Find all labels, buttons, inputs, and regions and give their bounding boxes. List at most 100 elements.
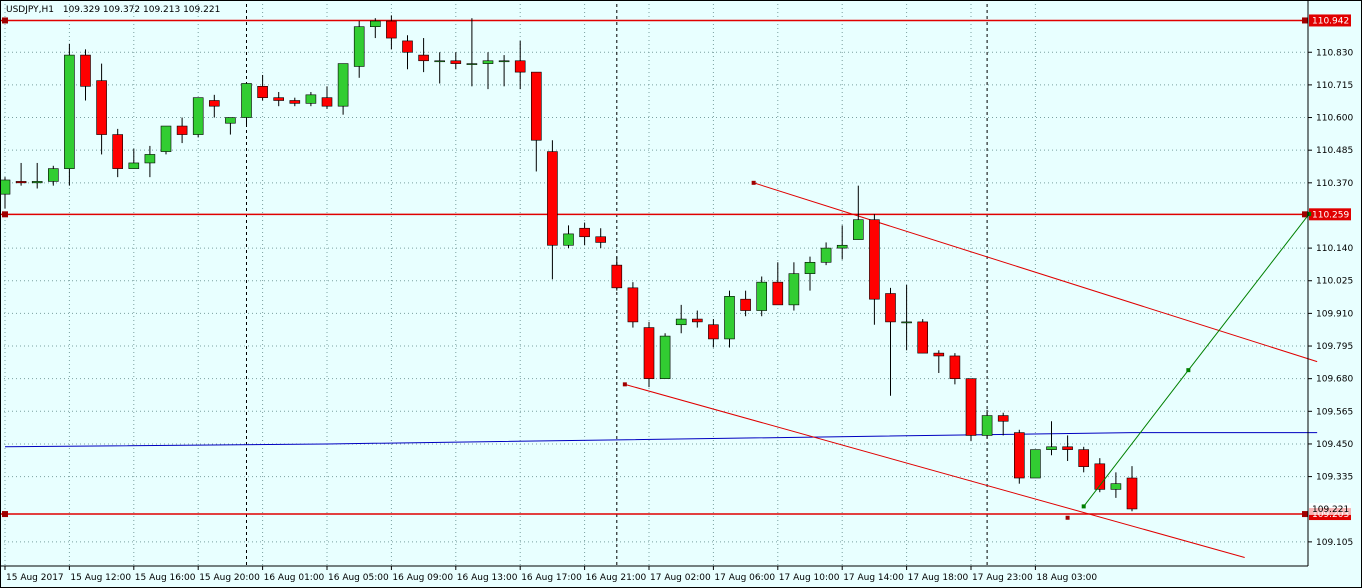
candle — [1126, 466, 1138, 512]
candle-body — [997, 415, 1009, 422]
forecast-point — [1081, 504, 1086, 509]
candle — [1094, 458, 1106, 493]
candle — [788, 262, 800, 311]
forecast-path — [1083, 213, 1310, 507]
candle-body — [192, 97, 204, 135]
candle-body — [386, 20, 397, 39]
candle-body — [176, 125, 188, 135]
candle-body — [273, 97, 285, 101]
candle — [47, 165, 59, 186]
candle-body — [724, 296, 735, 340]
candle — [353, 21, 365, 78]
candle-body — [1110, 483, 1122, 490]
time-tick-label: 16 Aug 21:00 — [586, 573, 647, 583]
candle — [708, 319, 719, 348]
candle — [611, 256, 623, 291]
candle-body — [901, 321, 912, 324]
axis-labels: 110.830 110.715 110.600 110.485 110.370 110.1… — [6, 48, 1353, 583]
candle — [0, 177, 11, 209]
candle — [160, 125, 172, 155]
candle-body — [788, 273, 800, 306]
price-tick-label: 110.025 — [1316, 277, 1353, 287]
candle-body — [530, 71, 542, 141]
hline-anchor-left — [2, 17, 8, 24]
candle — [386, 15, 397, 50]
price-tick-label: 109.910 — [1316, 309, 1353, 319]
candle-body — [450, 60, 462, 64]
price-badge — [1309, 208, 1351, 221]
price-tick-label: 110.485 — [1316, 146, 1353, 156]
hline-anchor-right — [1302, 511, 1308, 518]
moving-average — [4, 432, 1318, 448]
hline-anchor-right — [1302, 211, 1308, 218]
time-tick-label: 17 Aug 02:00 — [650, 573, 711, 583]
candle-body — [0, 179, 11, 195]
candle-body — [289, 100, 301, 104]
candle — [321, 86, 333, 110]
forecast-point — [1186, 368, 1191, 373]
candle — [418, 38, 429, 73]
candle — [627, 282, 639, 328]
candle-body — [418, 54, 429, 62]
candle-body — [225, 117, 236, 124]
candle-body — [772, 281, 784, 306]
candle-body — [257, 86, 268, 98]
candle-body — [31, 181, 43, 184]
candle-body — [547, 151, 558, 246]
candle-body — [965, 378, 977, 436]
candle — [1078, 446, 1089, 473]
candle — [595, 228, 607, 249]
candle-body — [756, 281, 768, 311]
candle-body — [353, 26, 365, 67]
candle-body — [369, 20, 381, 28]
hline-anchor-right — [1302, 17, 1308, 24]
candle — [402, 35, 413, 70]
candle — [756, 276, 768, 317]
forecast-line[interactable] — [1081, 212, 1312, 509]
candle-body — [1062, 446, 1073, 450]
candle — [1030, 449, 1041, 479]
candle-body — [1013, 432, 1025, 479]
candle-body — [949, 355, 961, 379]
price-tick-label: 110.600 — [1316, 114, 1353, 124]
candle — [836, 225, 848, 260]
candle — [724, 290, 735, 348]
candle — [579, 222, 590, 246]
candle — [466, 18, 478, 87]
candle-body — [981, 415, 993, 436]
candle-body — [402, 40, 413, 53]
candle-body — [740, 298, 751, 311]
candle-body — [321, 97, 333, 107]
time-tick-label: 16 Aug 13:00 — [457, 573, 518, 583]
time-tick-label: 16 Aug 17:00 — [521, 573, 582, 583]
moving-average-line — [4, 432, 1318, 448]
candle-body — [869, 219, 880, 300]
candle-body — [144, 154, 156, 164]
candle-body — [514, 60, 526, 73]
candle-body — [804, 261, 816, 274]
candle-body — [80, 54, 91, 87]
candle-body — [708, 324, 719, 340]
candle-body — [917, 321, 929, 354]
candle — [96, 63, 107, 155]
candle — [273, 91, 285, 107]
price-badge-label: 110.259 — [1312, 210, 1349, 220]
time-tick-label: 17 Aug 10:00 — [779, 573, 840, 583]
candle-body — [434, 60, 446, 63]
candle-body — [1126, 477, 1138, 510]
trend-channel[interactable] — [622, 180, 1318, 558]
candle — [15, 162, 27, 186]
price-tick-label: 110.830 — [1316, 48, 1353, 58]
candle-body — [160, 125, 172, 152]
hline-anchor-left — [2, 511, 8, 518]
price-tick-label: 109.335 — [1316, 473, 1353, 483]
candle-body — [498, 60, 510, 63]
day-separators — [246, 4, 988, 566]
price-tick-label: 110.715 — [1316, 81, 1353, 91]
candle — [659, 333, 671, 379]
channel-anchor-point — [751, 180, 756, 185]
candle-body — [1046, 446, 1057, 450]
